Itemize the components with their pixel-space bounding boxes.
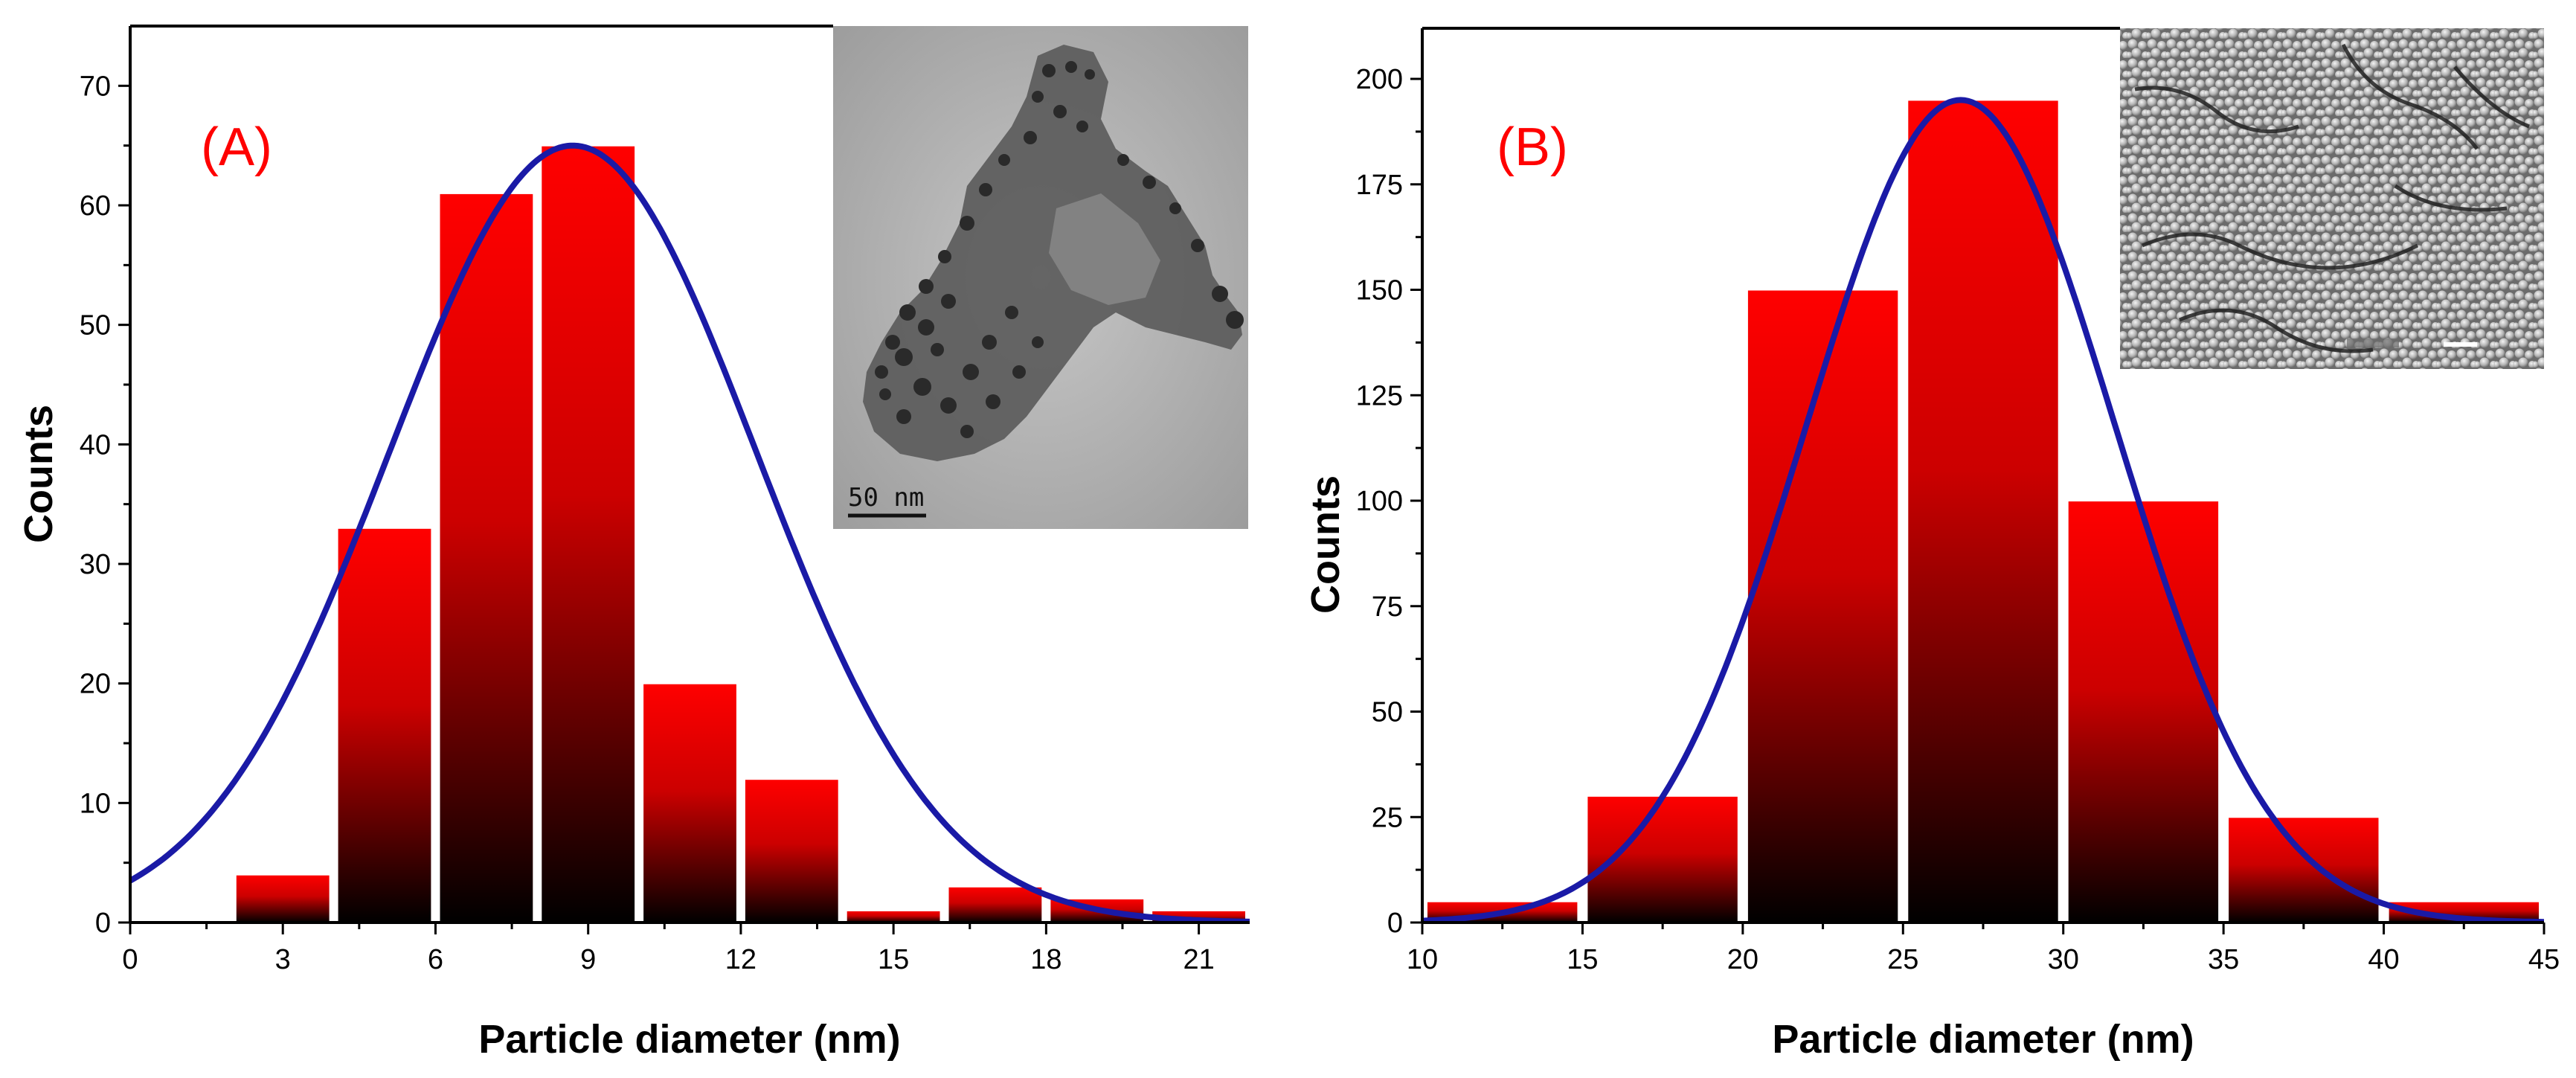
histogram-bar-a-1 <box>336 527 433 923</box>
y-tick-label-a-5: 50 <box>80 310 111 341</box>
panel-b: 10 15 20 25 30 35 40 45 0255075100125150175200 … <box>1303 27 2560 1062</box>
x-tick-label-a-3: 9 <box>580 944 596 975</box>
x-axis-title-a: Particle diameter (nm) <box>478 1017 900 1062</box>
x-tick-label-a-5: 15 <box>878 944 909 975</box>
x-tick-label-b-3: 25 <box>1887 944 1918 975</box>
x-tick-label-a-7: 21 <box>1183 944 1214 975</box>
panel-a: 50 nm 0 3 6 9 12 15 18 21 0 10 20 30 40 50 60 70 (A) P… <box>16 25 1250 1062</box>
x-tick-label-b-1: 15 <box>1567 944 1598 975</box>
x-tick-label-a-4: 12 <box>725 944 757 975</box>
fit-curve-b <box>1422 97 2544 923</box>
y-tick-label-a-1: 10 <box>80 788 111 819</box>
y-tick-label-b-8: 200 <box>1356 64 1403 95</box>
histogram-bar-a-6 <box>845 909 942 924</box>
y-tick-label-b-3: 75 <box>1372 591 1403 623</box>
y-tick-label-a-2: 20 <box>80 669 111 700</box>
x-tick-label-b-6: 40 <box>2368 944 2399 975</box>
sem-inset <box>2120 28 2544 369</box>
histogram-bar-a-4 <box>642 682 738 923</box>
histogram-bar-a-3 <box>540 144 637 924</box>
y-tick-label-a-4: 40 <box>80 429 111 461</box>
x-tick-label-a-1: 3 <box>275 944 291 975</box>
x-tick-label-b-0: 10 <box>1407 944 1438 975</box>
histogram-bar-a-7 <box>947 885 1044 924</box>
y-tick-label-a-3: 30 <box>80 549 111 580</box>
y-tick-label-a-6: 60 <box>80 190 111 222</box>
bars-b <box>1426 99 2541 924</box>
x-axis-title-b: Particle diameter (nm) <box>1772 1017 2194 1062</box>
x-tick-label-b-4: 30 <box>2048 944 2079 975</box>
histogram-bar-a-5 <box>743 778 840 923</box>
sem-cracks <box>2134 43 2530 353</box>
histogram-bar-b-4 <box>2066 500 2220 923</box>
y-tick-label-b-7: 175 <box>1356 170 1403 201</box>
x-tick-label-b-5: 35 <box>2208 944 2239 975</box>
y-tick-label-a-0: 0 <box>95 908 111 939</box>
y-tick-label-b-0: 0 <box>1387 908 1403 939</box>
histogram-bar-b-2 <box>1746 289 1900 923</box>
histogram-bar-b-5 <box>2227 816 2380 924</box>
y-axis-title-b: Counts <box>1303 475 1348 614</box>
y-tick-label-b-6: 150 <box>1356 275 1403 307</box>
panel-label-a: (A) <box>201 118 272 177</box>
gaussian-fit-line-b <box>1422 97 2544 923</box>
histogram-bar-b-3 <box>1907 99 2060 923</box>
tem-inset: 50 nm <box>833 26 1248 529</box>
histogram-bar-a-2 <box>438 192 535 923</box>
y-ticks-b: 0 25 50 75 100 125 150 175 200 <box>1356 64 1422 939</box>
y-tick-label-b-5: 125 <box>1356 380 1403 411</box>
y-tick-label-b-4: 100 <box>1356 486 1403 517</box>
x-tick-label-b-2: 20 <box>1727 944 1758 975</box>
bars-a <box>234 144 1247 924</box>
y-tick-label-a-7: 70 <box>80 71 111 102</box>
tem-nanoparticles <box>875 61 1244 438</box>
x-tick-label-a-2: 6 <box>428 944 443 975</box>
fit-curve-a <box>130 142 1250 923</box>
gaussian-fit-line-a <box>130 142 1250 923</box>
tem-scale-label: 50 nm <box>848 483 924 513</box>
x-tick-label-b-7: 45 <box>2528 944 2560 975</box>
x-ticks-a: 0 3 6 9 12 15 18 21 <box>122 923 1215 975</box>
panel-label-b: (B) <box>1497 118 1568 177</box>
y-ticks-a: 0 10 20 30 40 50 60 70 <box>80 71 130 939</box>
x-tick-label-a-6: 18 <box>1030 944 1061 975</box>
x-ticks-b: 10 15 20 25 30 35 40 45 <box>1407 923 2560 975</box>
x-tick-label-a-0: 0 <box>122 944 138 975</box>
histogram-bar-a-0 <box>234 873 331 923</box>
y-tick-label-b-1: 25 <box>1372 802 1403 833</box>
y-axis-title-a: Counts <box>16 405 61 543</box>
y-tick-label-b-2: 50 <box>1372 697 1403 728</box>
